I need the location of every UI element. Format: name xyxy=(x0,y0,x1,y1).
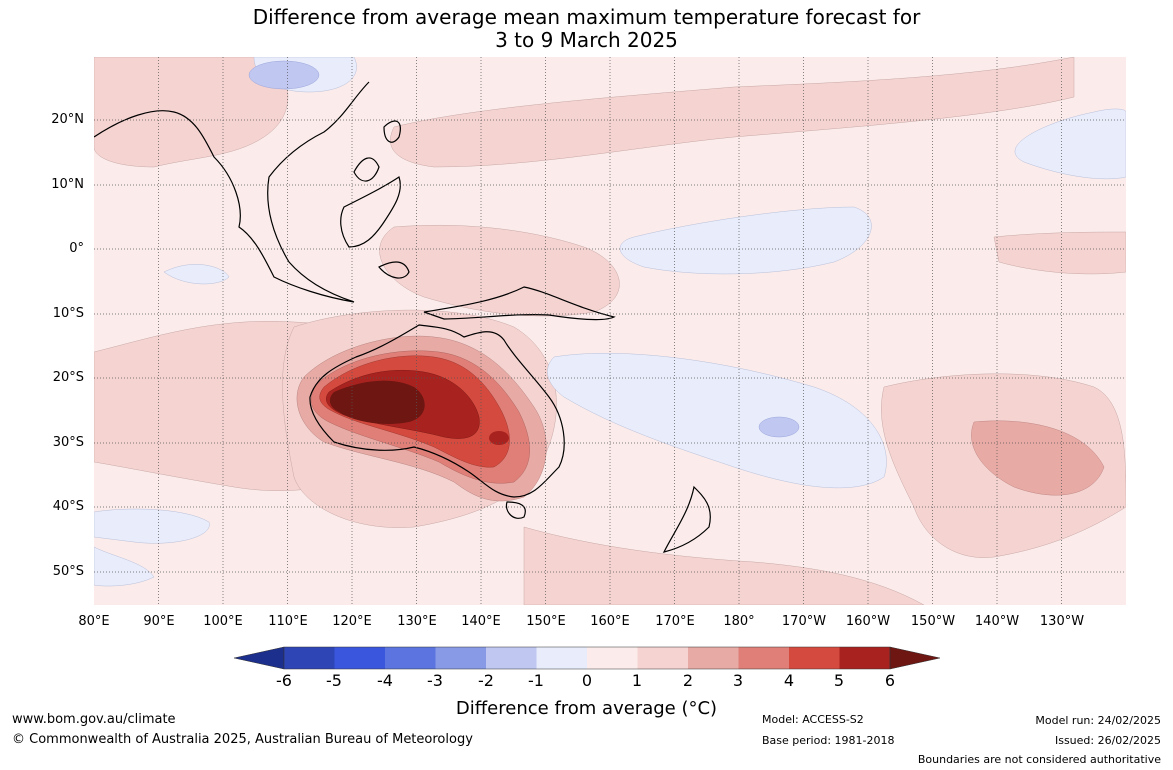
lon-label: 130°E xyxy=(397,614,437,629)
model-run-text: Model run: 24/02/2025 xyxy=(1035,714,1161,727)
colorbar-tick: 2 xyxy=(682,671,694,690)
issued-text: Issued: 26/02/2025 xyxy=(1054,734,1161,747)
model-text: Model: ACCESS-S2 xyxy=(762,713,864,726)
colorbar-tick: -1 xyxy=(528,671,544,690)
colorbar-tick: 1 xyxy=(631,671,643,690)
map-svg xyxy=(93,56,1127,606)
colorbar-tick: 5 xyxy=(833,671,845,690)
australia-heat-anomaly xyxy=(296,335,547,502)
lon-label: 150°E xyxy=(526,614,566,629)
lat-label: 30°S xyxy=(52,435,84,450)
lat-label: 10°S xyxy=(52,306,84,321)
base-period-text: Base period: 1981-2018 xyxy=(762,734,895,747)
colorbar-tick: -3 xyxy=(427,671,443,690)
lon-label: 140°W xyxy=(974,614,1020,629)
lon-label: 140°E xyxy=(461,614,501,629)
anomaly-neg2-region xyxy=(758,416,800,438)
map-title-line2: 3 to 9 March 2025 xyxy=(495,28,678,52)
graticule xyxy=(94,57,1126,605)
colorbar-tick: 3 xyxy=(732,671,744,690)
lon-label: 100°E xyxy=(203,614,243,629)
colorbar-tick: 0 xyxy=(581,671,593,690)
lat-label: 50°S xyxy=(52,564,84,579)
lat-label: 20°N xyxy=(51,112,84,127)
colorbar-tick: -2 xyxy=(478,671,494,690)
website-link[interactable]: www.bom.gov.au/climate xyxy=(12,712,176,727)
map-title-line1: Difference from average mean maximum tem… xyxy=(252,5,921,29)
colorbar-label: Difference from average (°C) xyxy=(455,698,718,719)
lat-label: 20°S xyxy=(52,370,84,385)
lat-label: 40°S xyxy=(52,499,84,514)
lon-label: 90°E xyxy=(143,614,175,629)
colorbar-tick: 4 xyxy=(783,671,795,690)
colorbar-tick: 6 xyxy=(884,671,896,690)
lon-label: 180° xyxy=(723,614,755,629)
lon-label: 110°E xyxy=(268,614,308,629)
lon-label: 80°E xyxy=(78,614,110,629)
colorbar xyxy=(233,646,941,670)
lon-label: 150°W xyxy=(910,614,956,629)
lon-label: 120°E xyxy=(332,614,372,629)
colorbar-svg xyxy=(233,646,941,670)
anomaly-map xyxy=(93,56,1127,606)
lon-label: 130°W xyxy=(1039,614,1085,629)
lat-label: 0° xyxy=(69,241,84,256)
colorbar-tick: -6 xyxy=(276,671,292,690)
colorbar-tick: -5 xyxy=(326,671,342,690)
coastlines xyxy=(93,81,711,553)
lon-label: 160°W xyxy=(845,614,891,629)
anomaly-2-3-se-pacific xyxy=(971,420,1105,496)
colorbar-tick: -4 xyxy=(377,671,393,690)
lat-label: 10°N xyxy=(51,177,84,192)
lon-label: 170°E xyxy=(655,614,695,629)
anomaly-neg2-region-asia xyxy=(248,60,320,90)
lon-label: 160°E xyxy=(590,614,630,629)
lon-label: 170°W xyxy=(781,614,827,629)
disclaimer-text: Boundaries are not considered authoritat… xyxy=(917,753,1161,766)
copyright-text: © Commonwealth of Australia 2025, Austra… xyxy=(12,732,473,747)
